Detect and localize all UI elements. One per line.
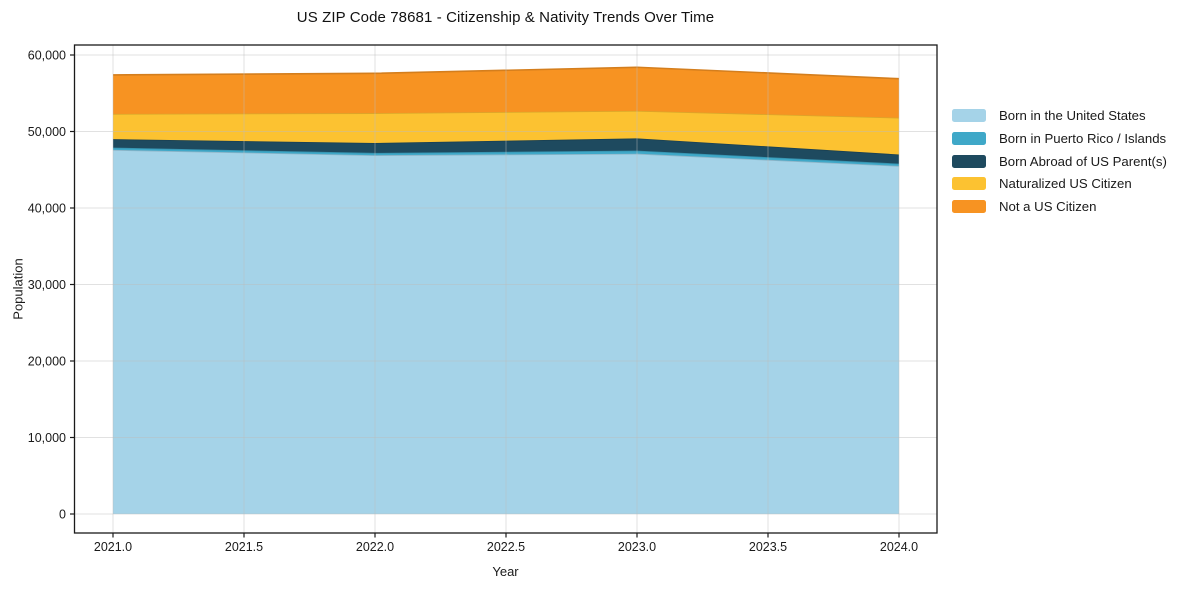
x-tick-label-0: 2021.0 (94, 540, 132, 554)
legend-row-3: Naturalized US Citizen (952, 177, 1167, 190)
legend-label-4: Not a US Citizen (999, 199, 1097, 215)
legend-row-1: Born in Puerto Rico / Islands (952, 132, 1167, 145)
y-tick-label-0: 0 (59, 507, 66, 521)
x-tick-label-3: 2022.5 (487, 540, 525, 554)
y-tick-label-4: 40,000 (28, 201, 66, 215)
legend-label-0: Born in the United States (999, 108, 1146, 123)
legend-label-2: Born Abroad of US Parent(s) (999, 153, 1167, 169)
x-tick-label-4: 2023.0 (618, 540, 656, 554)
chart-title: US ZIP Code 78681 - Citizenship & Nativi… (296, 9, 715, 26)
area-series-3 (113, 110, 899, 155)
area-series-0 (113, 149, 899, 515)
legend-label-1: Born in Puerto Rico / Islands (999, 130, 1167, 146)
legend-swatch-3 (952, 177, 986, 191)
legend-swatch-0 (952, 109, 986, 122)
legend-swatch-1 (952, 131, 986, 145)
legend-swatch-2 (952, 154, 986, 168)
legend: Born in the United States Born in Puerto … (952, 109, 1167, 223)
area-series-4 (113, 67, 899, 118)
x-tick-label-5: 2023.5 (749, 540, 787, 554)
legend-row-4: Not a US Citizen (952, 200, 1167, 213)
y-tick-label-5: 50,000 (28, 125, 66, 139)
legend-label-3: Naturalized US Citizen (999, 176, 1132, 192)
x-tick-label-6: 2024.0 (880, 540, 918, 554)
legend-row-2: Born Abroad of US Parent(s) (952, 153, 1167, 169)
y-tick-label-1: 10,000 (28, 431, 66, 445)
legend-swatch-4 (952, 200, 986, 214)
x-axis-label: Year (492, 564, 519, 579)
area-edge-4 (112, 66, 900, 80)
area-series-2 (113, 138, 899, 164)
y-tick-label-2: 20,000 (28, 354, 66, 368)
legend-row-0: Born in the United States (952, 109, 1167, 122)
y-axis-label: Population (10, 258, 26, 320)
y-tick-label-6: 60,000 (28, 48, 66, 62)
x-tick-label-2: 2022.0 (356, 540, 394, 554)
y-tick-label-3: 30,000 (28, 278, 66, 292)
x-tick-label-1: 2021.5 (225, 540, 263, 554)
